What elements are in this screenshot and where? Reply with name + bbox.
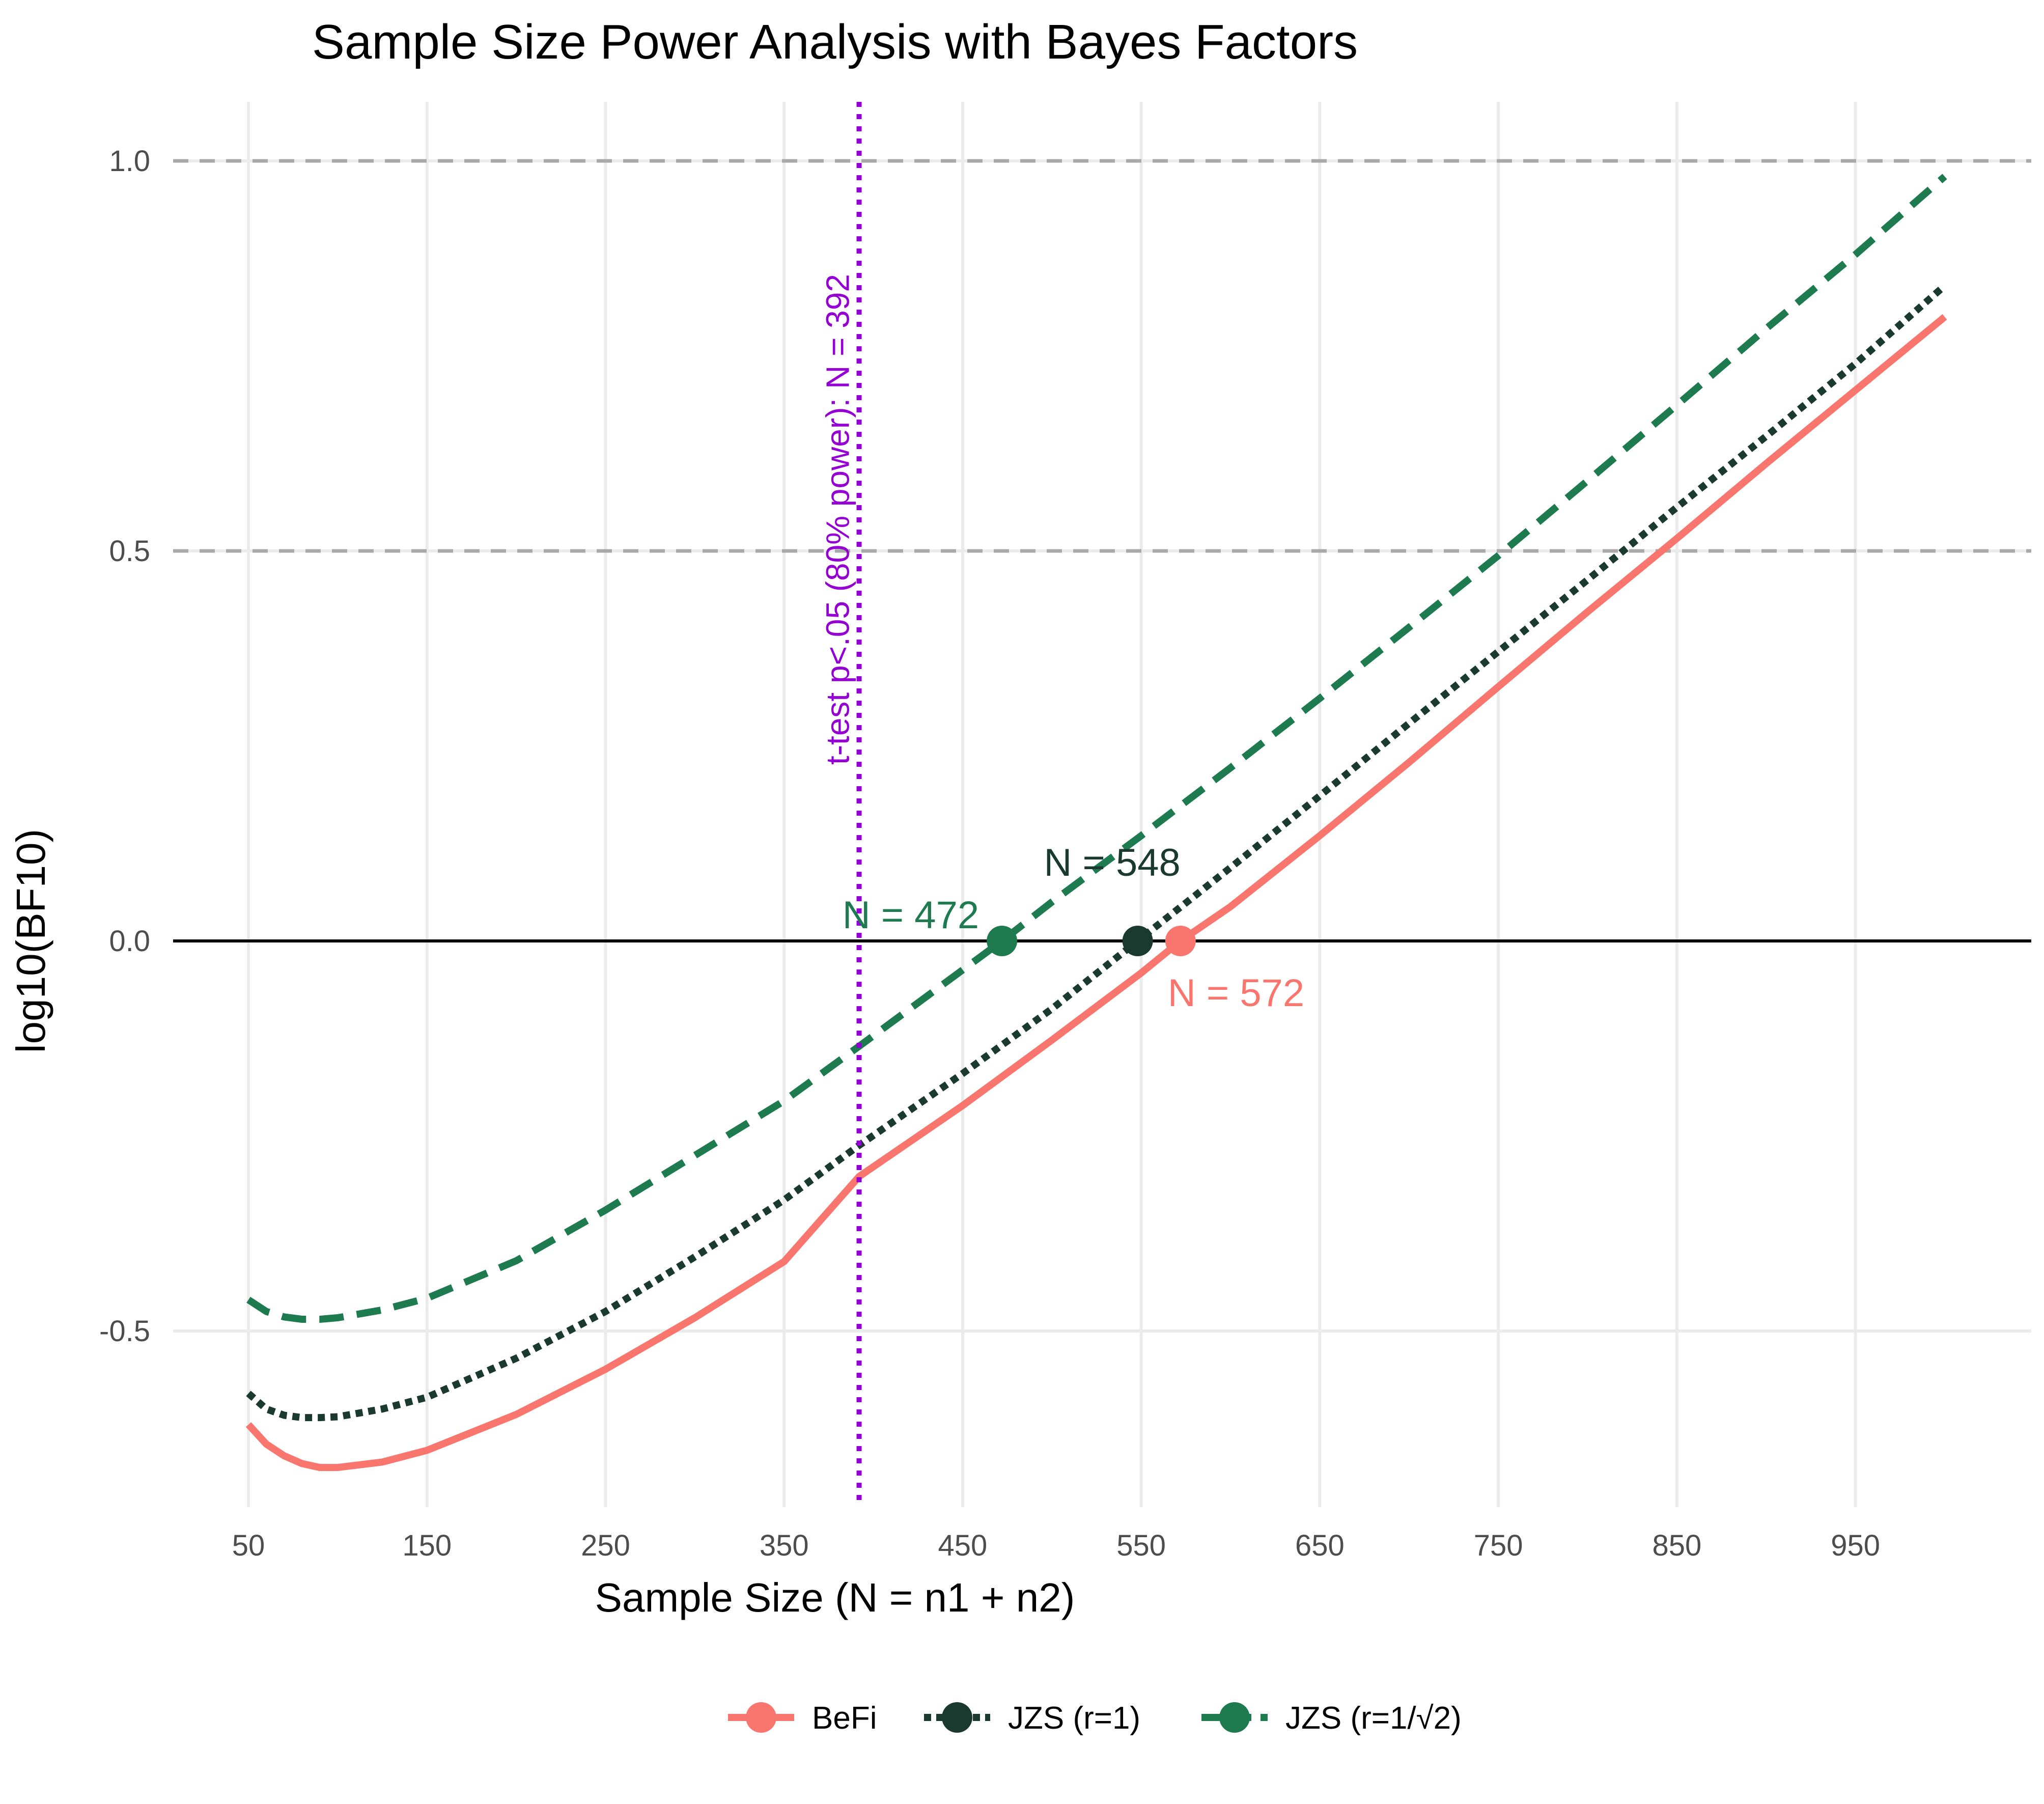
crossing-point (1122, 926, 1153, 956)
x-tick-label: 250 (581, 1529, 630, 1562)
legend-key-point (746, 1702, 776, 1733)
vertical-reference: t-test p<.05 (80% power): N = 392 (820, 102, 862, 1507)
x-tick-label: 850 (1653, 1529, 1702, 1562)
x-tick-label: 750 (1474, 1529, 1523, 1562)
power-reference-label: t-test p<.05 (80% power): N = 392 (820, 274, 856, 765)
legend: BeFi JZS (r=1) JZS (r=1/√2) (728, 1701, 1462, 1736)
crossing-markers: N = 572 N = 548 N = 472 (843, 841, 1304, 1015)
x-tick-label: 350 (760, 1529, 809, 1562)
x-tick-label: 950 (1831, 1529, 1880, 1562)
y-axis-label: log10(BF10) (8, 829, 53, 1053)
y-axis-ticks: -0.5 0.0 0.5 1.0 (99, 145, 150, 1348)
legend-label: JZS (r=1/√2) (1285, 1701, 1462, 1736)
legend-key-point (942, 1702, 972, 1733)
x-axis-ticks: 50 150 250 350 450 550 650 750 850 950 (232, 1529, 1880, 1562)
crossing-point (987, 926, 1018, 956)
x-tick-label: 150 (402, 1529, 452, 1562)
crossing-label: N = 472 (843, 894, 979, 937)
crossing-label: N = 548 (1044, 841, 1181, 884)
reference-lines (173, 159, 2031, 942)
crossing-point (1165, 926, 1196, 956)
y-tick-label: 1.0 (109, 145, 150, 178)
y-tick-label: 0.0 (109, 925, 150, 958)
legend-label: BeFi (812, 1701, 877, 1736)
legend-key-point (1219, 1702, 1250, 1733)
x-tick-label: 650 (1295, 1529, 1345, 1562)
y-tick-label: 0.5 (109, 535, 150, 568)
legend-label: JZS (r=1) (1008, 1701, 1140, 1736)
x-tick-label: 50 (232, 1529, 265, 1562)
y-tick-label: -0.5 (99, 1315, 150, 1348)
x-axis-label: Sample Size (N = n1 + n2) (595, 1575, 1075, 1620)
x-tick-label: 450 (938, 1529, 988, 1562)
series-line-0 (245, 314, 1947, 1472)
chart-title: Sample Size Power Analysis with Bayes Fa… (312, 15, 1358, 69)
x-tick-label: 550 (1116, 1529, 1166, 1562)
crossing-label: N = 572 (1168, 972, 1304, 1015)
